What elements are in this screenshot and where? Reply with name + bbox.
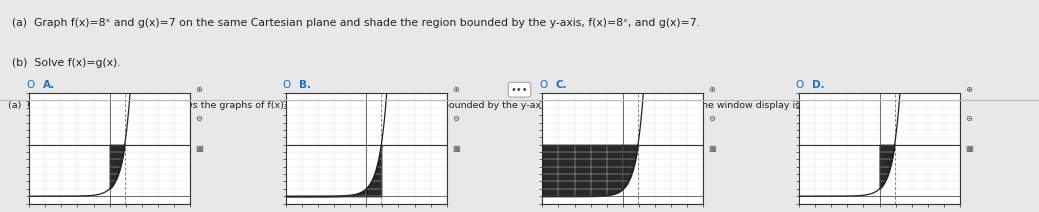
- Text: ⊖: ⊖: [195, 114, 203, 123]
- Text: A.: A.: [43, 80, 55, 90]
- Text: ▦: ▦: [965, 144, 974, 153]
- Text: ▦: ▦: [452, 144, 460, 153]
- Text: ⊖: ⊖: [452, 114, 459, 123]
- Text: B.: B.: [299, 80, 312, 90]
- Text: (b)  Solve f(x)=g(x).: (b) Solve f(x)=g(x).: [12, 58, 122, 68]
- Text: ⊕: ⊕: [195, 85, 203, 93]
- Text: ⊕: ⊕: [452, 85, 459, 93]
- Text: C.: C.: [556, 80, 567, 90]
- Text: O: O: [26, 80, 34, 90]
- Text: O: O: [796, 80, 804, 90]
- Text: ⊕: ⊕: [709, 85, 716, 93]
- Text: ▦: ▦: [709, 144, 717, 153]
- Text: O: O: [539, 80, 548, 90]
- Text: ▦: ▦: [195, 144, 204, 153]
- Text: D.: D.: [812, 80, 825, 90]
- Text: •••: •••: [511, 85, 528, 95]
- Text: (a)  Graph f(x)=8ˣ and g(x)=7 on the same Cartesian plane and shade the region b: (a) Graph f(x)=8ˣ and g(x)=7 on the same…: [12, 18, 700, 28]
- Text: ⊕: ⊕: [965, 85, 973, 93]
- Text: ⊖: ⊖: [965, 114, 973, 123]
- Text: ⊖: ⊖: [709, 114, 716, 123]
- Text: (a)  Choose the graph below that shows the graphs of f(x)=8ˣ and g(x)=7 , with t: (a) Choose the graph below that shows th…: [8, 101, 922, 110]
- Text: O: O: [283, 80, 291, 90]
